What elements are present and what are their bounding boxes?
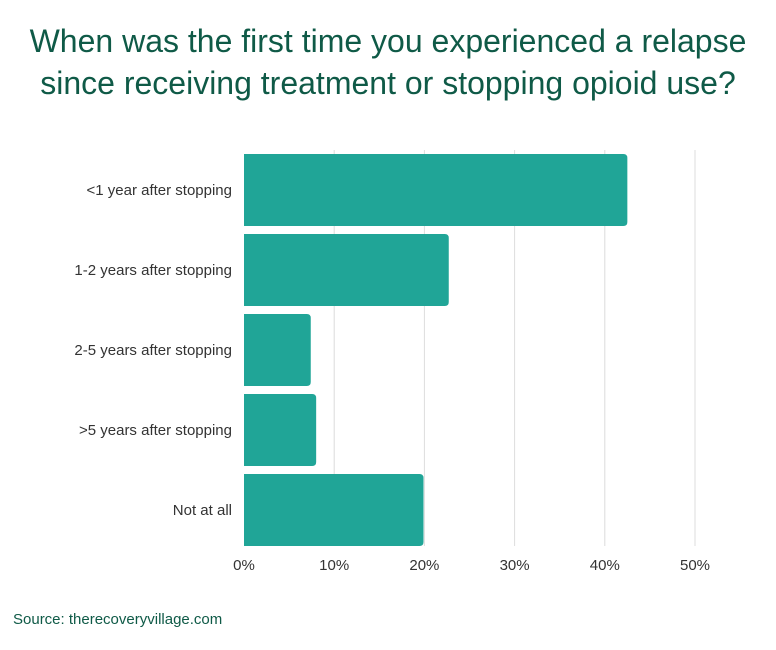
- x-tick-label: 10%: [319, 557, 349, 574]
- x-tick-label: 30%: [500, 557, 530, 574]
- source-note: Source: therecoveryvillage.com: [13, 611, 223, 628]
- x-tick-label: 0%: [233, 557, 255, 574]
- bar: [244, 314, 311, 386]
- category-labels: <1 year after stopping 1-2 years after st…: [74, 182, 232, 519]
- chart-title-line-1: When was the first time you experienced …: [29, 23, 747, 59]
- x-tick-label: 40%: [590, 557, 620, 574]
- x-tick-label: 20%: [409, 557, 439, 574]
- category-label: 1-2 years after stopping: [74, 262, 232, 279]
- bars: [244, 154, 628, 546]
- category-label: <1 year after stopping: [86, 182, 232, 199]
- category-label: Not at all: [173, 502, 232, 519]
- bar: [244, 154, 628, 226]
- category-label: 2-5 years after stopping: [74, 342, 232, 359]
- chart-title-line-2: since receiving treatment or stopping op…: [40, 65, 736, 101]
- x-axis-tick-labels: 0% 10% 20% 30% 40% 50%: [233, 557, 710, 574]
- chart-title: When was the first time you experienced …: [0, 20, 776, 104]
- x-tick-label: 50%: [680, 557, 710, 574]
- bar: [244, 474, 424, 546]
- category-label: >5 years after stopping: [79, 422, 232, 439]
- bar: [244, 394, 317, 466]
- bar: [244, 234, 449, 306]
